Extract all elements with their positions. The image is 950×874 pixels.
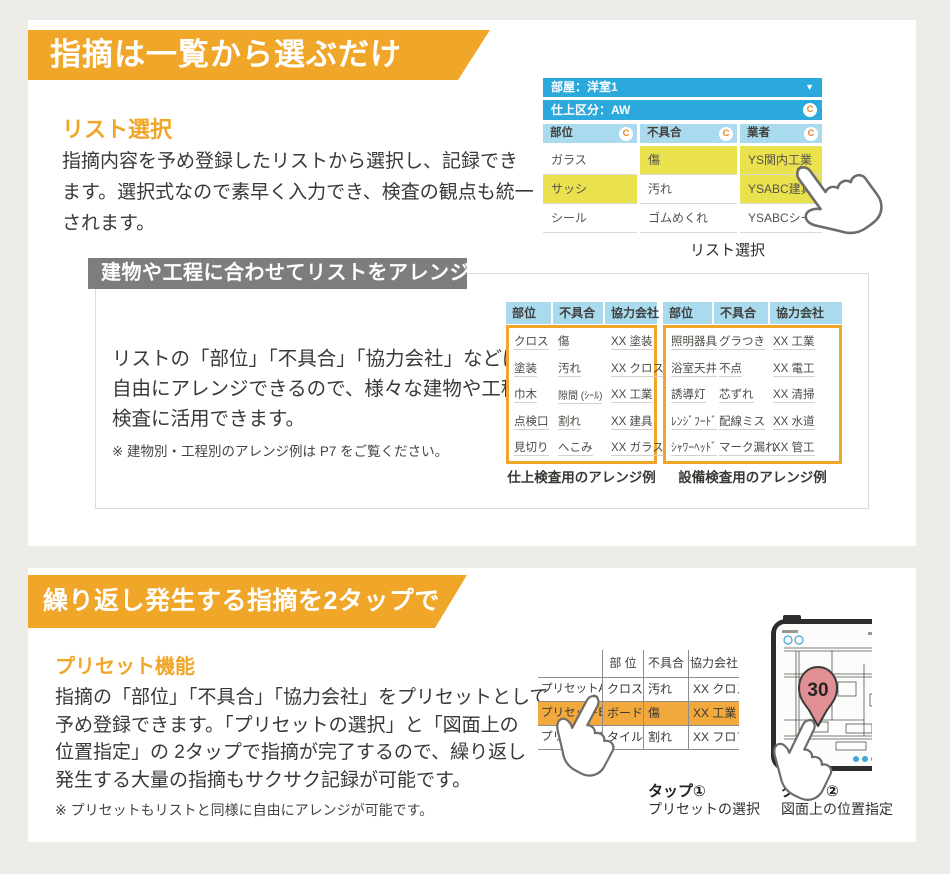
list-cell-selected: サッシ (543, 175, 637, 204)
preset-cell: 割れ (643, 726, 688, 749)
list-select-description: 指摘内容を予め登録したリストから選択し、記録でき ます。選択式なので素早く入力で… (62, 146, 534, 239)
table-row: 塗装 汚れ XX クロス (514, 362, 665, 377)
arrange-note: ※ 建物別・工程別のアレンジ例は P7 をご覧ください。 (112, 444, 449, 459)
description-line: リストの「部位」「不具合」「協力会社」などは (112, 348, 522, 370)
clear-button-icon: C (803, 103, 817, 117)
arrange-description: リストの「部位」「不具合」「協力会社」などは 自由にアレンジできるので、様々な建… (112, 344, 540, 434)
preset-note: ※ プリセットもリストと同様に自由にアレンジが可能です。 (55, 802, 434, 818)
list-cell-selected: 傷 (640, 146, 737, 175)
dropdown-arrow-icon: ▼ (805, 82, 814, 92)
table-header-cell: 部位 (663, 302, 712, 324)
table-row: 点検口 割れ XX 建具 (514, 415, 653, 430)
table-header-cell: 協力会社 (770, 302, 842, 324)
arrange-banner: 建物や工程に合わせてリストをアレンジ (88, 258, 470, 289)
preset-cell: クロス (602, 678, 643, 701)
table-row: 照明器具 グラつき XX 工業 (671, 336, 815, 351)
list-cell (740, 233, 822, 238)
column-header-label: 不具合 (647, 127, 682, 139)
clear-button-icon: C (619, 126, 633, 141)
equipment-table-caption: 設備検査用のアレンジ例 (678, 470, 827, 485)
preset-cell: 傷 (643, 702, 688, 725)
preset-row-label: プリセットA (541, 683, 602, 695)
preset-header-cell: 不具合 (643, 650, 688, 677)
list-row: シール ゴムめくれ YSABCシール (543, 204, 822, 233)
table-header-cell: 不具合 (553, 302, 603, 324)
table-header-cell: 協力会社 (605, 302, 659, 324)
tap1-caption: タップ① (648, 783, 706, 800)
column-header-label: 業者 (747, 127, 770, 139)
description-line: されます。 (62, 213, 156, 234)
preset-subheading: プリセット機能 (55, 656, 195, 678)
list-cell: 汚れ (640, 175, 737, 204)
table-row: 誘導灯 芯ずれ XX 清掃 (671, 389, 815, 404)
tap2-subcaption: 図面上の位置指定 (781, 801, 893, 817)
list-row: ガラス 傷 YS関内工業 (543, 146, 822, 175)
preset-cell: XX フロア (688, 726, 739, 749)
finish-inspection-table: 部位 不具合 協力会社 クロス傷 XX 塗装 塗装 汚れ XX クロス 巾木 隙間 (ｼ… (506, 302, 665, 464)
list-column-headers: 部位 C 不具合 C 業者 C (543, 124, 822, 143)
list-cell: YSABCシール (740, 204, 822, 233)
table-body: クロス傷 XX 塗装 塗装 汚れ XX クロス 巾木 隙間 (ｼｰﾙ) XX 工業 点検口… (506, 325, 665, 464)
table-header-cell: 部位 (506, 302, 552, 324)
column-header-part: 部位 C (543, 124, 637, 143)
description-line: ます。選択式なので素早く入力でき、検査の観点も統一 (62, 182, 534, 203)
list-cell: ゴムめくれ (640, 204, 737, 233)
list-cell (543, 233, 637, 238)
description-line: 指摘内容を予め登録したリストから選択し、記録でき (62, 151, 519, 172)
table-row: クロス傷 XX 塗装 (514, 336, 653, 351)
column-header-label: 部位 (550, 127, 573, 139)
description-line: 発生する大量の指摘もサクサク記録が可能です。 (55, 769, 472, 791)
table-row: 浴室天井 不点 XX 電工 (671, 362, 815, 377)
table-row: 見切り へこみ XX ガラス (514, 442, 664, 457)
description-line: 予め登録できます。「プリセットの選択」と「図面上の (55, 714, 519, 736)
tap1-subcaption: プリセットの選択 (648, 801, 760, 817)
description-line: 検査に活用できます。 (112, 408, 306, 430)
preset-row-a: プリセットA クロス 汚れ XX クロス (538, 678, 739, 702)
section2-ribbon-title: 繰り返し発生する指摘を2タップで (28, 575, 467, 628)
section1-ribbon-title: 指摘は一覧から選ぶだけ (28, 30, 490, 80)
column-header-vendor: 業者 C (740, 124, 822, 143)
finish-table-caption: 仕上検査用のアレンジ例 (507, 470, 656, 485)
table-row: ｼｬﾜｰﾍｯﾄﾞ マーク漏れ XX 管工 (671, 442, 815, 457)
list-row-partial (543, 233, 822, 238)
list-select-subheading: リスト選択 (62, 117, 173, 142)
tablet-button (783, 615, 801, 621)
preset-header-spacer (538, 650, 602, 677)
preset-header-cell: 協力会社 (688, 650, 739, 677)
list-cell: ガラス (543, 146, 637, 175)
description-line: 指摘の「部位」「不具合」「協力会社」をプリセットとして (55, 687, 549, 708)
preset-cell: XX クロス (688, 678, 739, 701)
map-pin-30: 30 (798, 666, 838, 727)
preset-header-row: 部 位 不具合 協力会社 (538, 650, 739, 678)
pin-number-label: 30 (807, 680, 828, 701)
table-row: 巾木 隙間 (ｼｰﾙ) XX 工業 (514, 389, 653, 404)
preset-cell: 汚れ (643, 678, 688, 701)
room-bar-label: 部屋：洋室1 (551, 80, 618, 94)
room-bar: 部屋：洋室1 ▼ (543, 78, 822, 97)
table-header-row: 部位 不具合 協力会社 (506, 302, 659, 324)
preset-table: 部 位 不具合 協力会社 プリセットA クロス 汚れ XX クロス プリセットB… (538, 650, 739, 750)
preset-header-cell: 部 位 (602, 650, 643, 677)
list-ui-caption: リスト選択 (690, 242, 766, 259)
list-cell: シール (543, 204, 637, 233)
finish-class-label: 仕上区分：AW (551, 103, 631, 117)
description-line: 位置指定」の 2タップで指摘が完了するので、繰り返し (55, 742, 527, 763)
table-body: 照明器具 グラつき XX 工業 浴室天井 不点 XX 電工 誘導灯 芯ずれ XX 清掃 ﾚﾝ… (663, 325, 842, 464)
clear-button-icon: C (804, 126, 818, 141)
preset-cell: ボード (602, 702, 643, 725)
table-header-row: 部位 不具合 協力会社 (663, 302, 842, 324)
equipment-inspection-table: 部位 不具合 協力会社 照明器具 グラつき XX 工業 浴室天井 不点 XX 電工 誘導… (663, 302, 842, 464)
preset-description: 指摘の「部位」「不具合」「協力会社」をプリセットとして 予め登録できます。「プリ… (55, 684, 548, 794)
description-line: 自由にアレンジできるので、様々な建物や工程の (112, 378, 540, 400)
list-cell (640, 233, 737, 238)
table-header-cell: 不具合 (714, 302, 768, 324)
column-header-defect: 不具合 C (640, 124, 737, 143)
clear-button-icon: C (719, 126, 733, 141)
finish-class-bar: 仕上区分：AW C (543, 100, 822, 120)
preset-cell: XX 工業 (688, 702, 739, 725)
table-row: ﾚﾝｼﾞﾌｰﾄﾞ 配線ミス XX 水道 (671, 415, 815, 430)
